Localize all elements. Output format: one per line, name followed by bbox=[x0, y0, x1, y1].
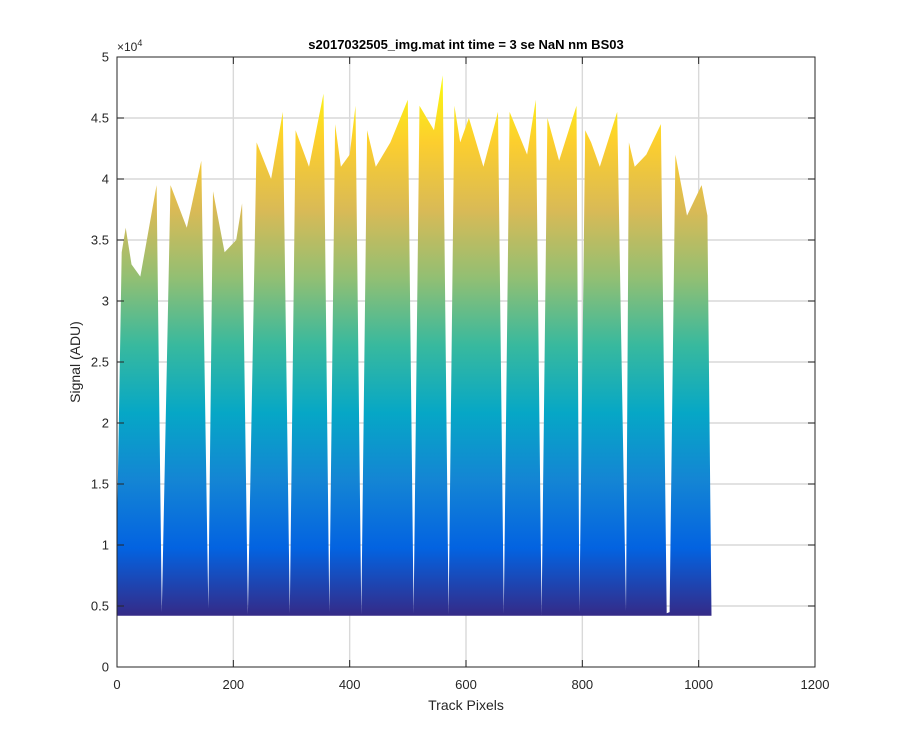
x-axis-label: Track Pixels bbox=[428, 697, 504, 713]
y-tick-label: 4 bbox=[102, 172, 109, 187]
y-tick-label: 0 bbox=[102, 660, 109, 675]
y-exponent-label: ×104 bbox=[117, 38, 142, 54]
y-tick-label: 1 bbox=[102, 538, 109, 553]
x-tick-label: 1200 bbox=[801, 677, 830, 692]
x-tick-label: 200 bbox=[222, 677, 244, 692]
x-tick-label: 1000 bbox=[684, 677, 713, 692]
y-tick-label: 0.5 bbox=[91, 599, 109, 614]
x-tick-label: 800 bbox=[571, 677, 593, 692]
x-tick-label: 0 bbox=[113, 677, 120, 692]
y-tick-label: 2 bbox=[102, 416, 109, 431]
y-tick-label: 4.5 bbox=[91, 111, 109, 126]
y-exponent-base: ×10 bbox=[117, 40, 138, 54]
y-tick-label: 3 bbox=[102, 294, 109, 309]
chart-title: s2017032505_img.mat int time = 3 se NaN … bbox=[308, 37, 623, 52]
y-tick-label: 1.5 bbox=[91, 477, 109, 492]
y-exponent-power: 4 bbox=[137, 38, 142, 48]
y-tick-label: 3.5 bbox=[91, 233, 109, 248]
y-tick-label: 5 bbox=[102, 50, 109, 65]
y-tick-label: 2.5 bbox=[91, 355, 109, 370]
axis-ticks: 0 200 400 600 800 1000 1200 0 0.5 1 1.5 2 2.5 3 3.5 4 4.… bbox=[91, 50, 830, 693]
x-tick-label: 400 bbox=[339, 677, 361, 692]
signal-area bbox=[117, 75, 712, 616]
y-axis-label: Signal (ADU) bbox=[67, 321, 83, 403]
x-tick-label: 600 bbox=[455, 677, 477, 692]
